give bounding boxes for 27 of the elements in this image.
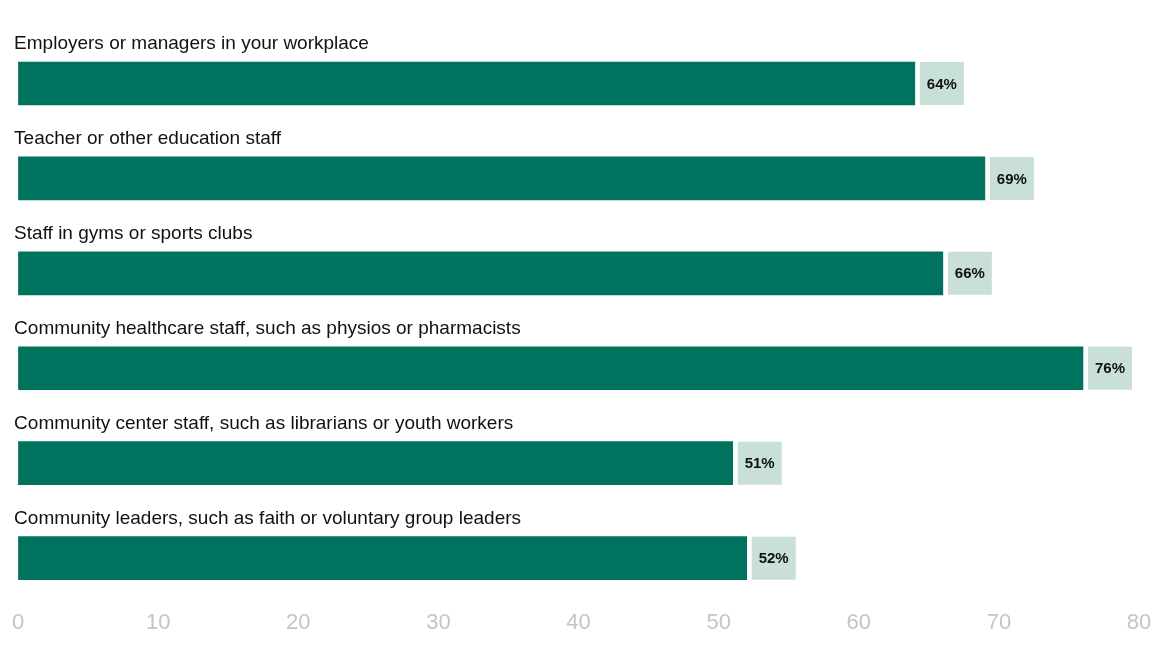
x-tick-label: 80 xyxy=(1126,608,1152,634)
x-tick-label: 20 xyxy=(286,608,311,634)
y-tick-label: Community leaders, such as faith or voluntary group leaders xyxy=(14,506,522,528)
y-tick-label: Employers or managers in your workplace xyxy=(14,31,369,53)
data-label: 69% xyxy=(996,169,1027,187)
y-tick-label: Community healthcare staff, such as physios or pharmacists xyxy=(14,316,521,338)
bar xyxy=(18,251,944,296)
y-tick-label: Teacher or other education staff xyxy=(14,126,282,148)
data-label: 52% xyxy=(758,549,789,567)
x-tick-label: 10 xyxy=(145,608,171,634)
x-tick-label: 0 xyxy=(11,608,25,634)
bar xyxy=(18,346,1084,391)
y-tick-label: Community center staff, such as librarians or youth workers xyxy=(14,411,514,433)
bar xyxy=(18,536,748,580)
data-label: 76% xyxy=(1094,359,1125,377)
x-tick-label: 50 xyxy=(706,608,731,634)
x-tick-label: 40 xyxy=(566,608,591,634)
x-tick-label: 30 xyxy=(426,608,451,634)
data-label: 51% xyxy=(744,454,775,472)
bar xyxy=(18,156,986,201)
x-tick-label: 70 xyxy=(986,608,1012,634)
bar xyxy=(18,61,916,106)
data-label: 64% xyxy=(926,74,957,92)
bar xyxy=(18,441,734,486)
y-tick-label: Staff in gyms or sports clubs xyxy=(14,221,253,243)
data-label: 66% xyxy=(954,264,985,282)
x-tick-label: 60 xyxy=(846,608,872,634)
